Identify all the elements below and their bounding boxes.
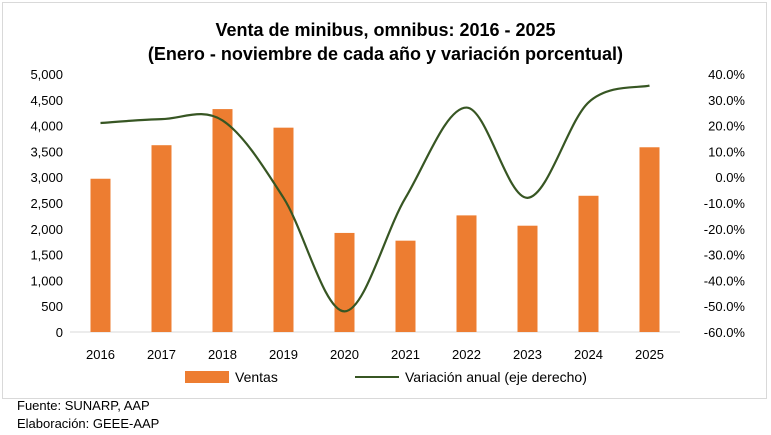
bar-ventas <box>517 225 538 332</box>
y-left-tick-label: 3,500 <box>30 144 63 159</box>
elaboration-note: Elaboración: GEEE-AAP <box>17 416 160 431</box>
y-right-tick-label: -50.0% <box>704 299 746 314</box>
y-left-tick-label: 5,000 <box>30 67 63 82</box>
legend-swatch-line <box>355 376 399 378</box>
chart-subtitle: (Enero - noviembre de cada año y variaci… <box>147 44 624 64</box>
y-left-tick-label: 1,000 <box>30 273 63 288</box>
bar-ventas <box>456 215 477 332</box>
y-right-tick-label: -40.0% <box>704 273 746 288</box>
y-left-tick-label: 2,500 <box>30 196 63 211</box>
y-right-tick-label: 30.0% <box>708 93 745 108</box>
x-tick-label: 2018 <box>208 347 237 362</box>
x-tick-label: 2017 <box>147 347 176 362</box>
y-right-tick-label: -10.0% <box>704 196 746 211</box>
y-left-tick-label: 2,000 <box>30 222 63 237</box>
y-left-tick-label: 4,500 <box>30 93 63 108</box>
bar-ventas <box>273 127 294 332</box>
bar-ventas <box>395 240 416 332</box>
bar-ventas <box>151 145 172 332</box>
x-tick-label: 2022 <box>452 347 481 362</box>
legend-label-ventas: Ventas <box>235 369 278 385</box>
legend-label-variacion: Variación anual (eje derecho) <box>405 369 587 385</box>
legend-item-ventas: Ventas <box>185 369 278 385</box>
x-tick-label: 2019 <box>269 347 298 362</box>
x-tick-label: 2020 <box>330 347 359 362</box>
y-right-tick-label: 10.0% <box>708 144 745 159</box>
bar-ventas <box>578 195 599 332</box>
y-left-tick-label: 4,000 <box>30 119 63 134</box>
bar-ventas <box>90 178 111 332</box>
x-tick-label: 2021 <box>391 347 420 362</box>
y-left-tick-label: 3,000 <box>30 170 63 185</box>
y-right-tick-label: -20.0% <box>704 222 746 237</box>
y-left-tick-label: 500 <box>41 299 63 314</box>
y-left-tick-label: 1,500 <box>30 248 63 263</box>
x-tick-label: 2023 <box>513 347 542 362</box>
x-tick-label: 2016 <box>86 347 115 362</box>
bar-ventas <box>212 109 233 332</box>
chart-frame <box>2 2 767 399</box>
y-right-tick-label: -60.0% <box>704 325 746 340</box>
y-right-tick-label: -30.0% <box>704 248 746 263</box>
chart-plot: 0 500 1,000 1,500 2,000 2,500 3,000 3,500 4,000 4… <box>30 67 746 362</box>
line-variacion <box>100 84 650 313</box>
x-tick-label: 2025 <box>635 347 664 362</box>
y-right-tick-label: 40.0% <box>708 67 745 82</box>
x-tick-label: 2024 <box>574 347 603 362</box>
bar-ventas <box>639 147 660 332</box>
y-right-tick-label: 20.0% <box>708 119 745 134</box>
legend-item-variacion: Variación anual (eje derecho) <box>355 369 587 385</box>
source-note: Fuente: SUNARP, AAP <box>17 398 150 413</box>
legend-swatch-bar <box>185 371 229 383</box>
chart-title: Venta de minibus, omnibus: 2016 - 2025 <box>215 20 556 40</box>
y-right-tick-label: 0.0% <box>715 170 745 185</box>
y-left-tick-label: 0 <box>56 325 63 340</box>
bar-ventas <box>334 232 355 332</box>
